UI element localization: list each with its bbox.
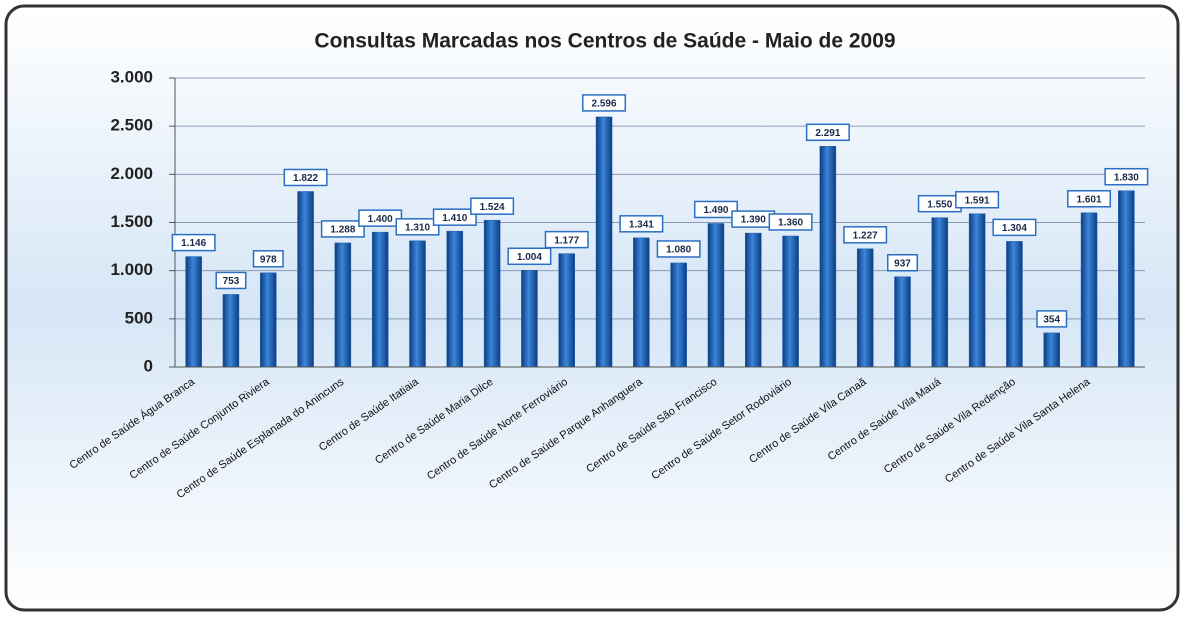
y-tick-label: 1.500 bbox=[110, 212, 153, 231]
bar bbox=[782, 235, 799, 368]
bar bbox=[1043, 332, 1060, 368]
value-label-box bbox=[432, 208, 477, 226]
bar bbox=[856, 248, 874, 368]
value-label: 1.227 bbox=[853, 230, 878, 241]
y-tick-label: 2.500 bbox=[110, 116, 153, 135]
value-label-box bbox=[470, 197, 515, 215]
value-label-box bbox=[887, 253, 918, 272]
value-label: 1.004 bbox=[517, 252, 542, 263]
value-label-box bbox=[320, 220, 365, 238]
value-label: 1.550 bbox=[927, 199, 952, 210]
value-label-box bbox=[805, 123, 850, 142]
value-label-box bbox=[693, 200, 738, 219]
chart-title: Consultas Marcadas nos Centros de Saúde … bbox=[314, 30, 895, 53]
bar bbox=[1006, 241, 1023, 368]
bar bbox=[931, 217, 949, 368]
bar bbox=[745, 232, 762, 368]
value-label: 1.822 bbox=[293, 173, 318, 184]
bar bbox=[595, 116, 613, 368]
value-label-box bbox=[544, 230, 589, 249]
value-label: 1.304 bbox=[1002, 223, 1027, 234]
y-tick-label: 1.000 bbox=[110, 260, 153, 279]
value-label: 1.591 bbox=[965, 195, 990, 206]
value-label-box bbox=[656, 240, 701, 258]
value-label-box bbox=[1104, 167, 1149, 186]
value-label-box bbox=[395, 218, 440, 236]
value-label: 1.601 bbox=[1077, 194, 1102, 205]
value-label-box bbox=[507, 247, 552, 266]
value-label: 1.146 bbox=[181, 238, 206, 249]
value-label-box bbox=[1036, 310, 1068, 328]
bar bbox=[707, 223, 725, 368]
value-label: 937 bbox=[894, 258, 911, 269]
value-label: 1.288 bbox=[330, 225, 355, 236]
value-label-box bbox=[171, 233, 216, 252]
bar bbox=[185, 256, 202, 368]
bar bbox=[968, 213, 986, 368]
value-label: 1.400 bbox=[368, 214, 393, 225]
bar bbox=[670, 262, 687, 368]
bar bbox=[483, 219, 501, 368]
bar bbox=[558, 253, 575, 368]
value-label: 1.524 bbox=[480, 202, 505, 213]
bar bbox=[371, 231, 389, 368]
value-label-box bbox=[768, 213, 813, 231]
bar bbox=[521, 270, 538, 368]
bar bbox=[222, 294, 240, 368]
y-tick-label: 0 bbox=[144, 356, 153, 375]
value-label: 753 bbox=[223, 276, 240, 287]
value-label: 1.410 bbox=[442, 213, 467, 224]
value-label: 354 bbox=[1043, 315, 1060, 326]
value-label-box bbox=[955, 190, 1000, 209]
panel bbox=[4, 4, 1180, 612]
value-label: 978 bbox=[260, 254, 277, 265]
bar bbox=[1118, 190, 1135, 368]
value-label: 1.490 bbox=[703, 205, 728, 216]
value-label: 1.341 bbox=[629, 219, 654, 230]
value-label: 1.830 bbox=[1114, 172, 1139, 183]
value-label: 1.360 bbox=[778, 218, 803, 229]
y-tick-label: 2.000 bbox=[110, 164, 153, 183]
value-label-box bbox=[1067, 190, 1112, 208]
value-label-box bbox=[992, 218, 1037, 237]
y-tick-label: 3.000 bbox=[110, 67, 153, 86]
bar bbox=[297, 191, 314, 368]
value-label: 1.177 bbox=[554, 235, 579, 246]
bar bbox=[633, 237, 650, 368]
bar bbox=[1080, 212, 1098, 368]
value-label: 2.291 bbox=[815, 128, 840, 139]
bar bbox=[260, 272, 277, 368]
bar bbox=[334, 242, 352, 368]
bar bbox=[819, 146, 837, 368]
value-label-box bbox=[252, 250, 284, 268]
bar bbox=[409, 240, 426, 368]
value-label: 1.390 bbox=[741, 215, 766, 226]
bar bbox=[894, 276, 911, 368]
value-label-box bbox=[619, 215, 664, 233]
bar bbox=[446, 230, 464, 368]
y-tick-label: 500 bbox=[125, 308, 153, 327]
value-label-box bbox=[215, 271, 247, 290]
value-label: 1.310 bbox=[405, 222, 430, 233]
value-label-box bbox=[843, 226, 888, 244]
value-label-box bbox=[283, 168, 328, 187]
value-label: 1.080 bbox=[666, 245, 691, 256]
value-label: 2.596 bbox=[592, 99, 617, 110]
value-label-box bbox=[582, 94, 627, 112]
